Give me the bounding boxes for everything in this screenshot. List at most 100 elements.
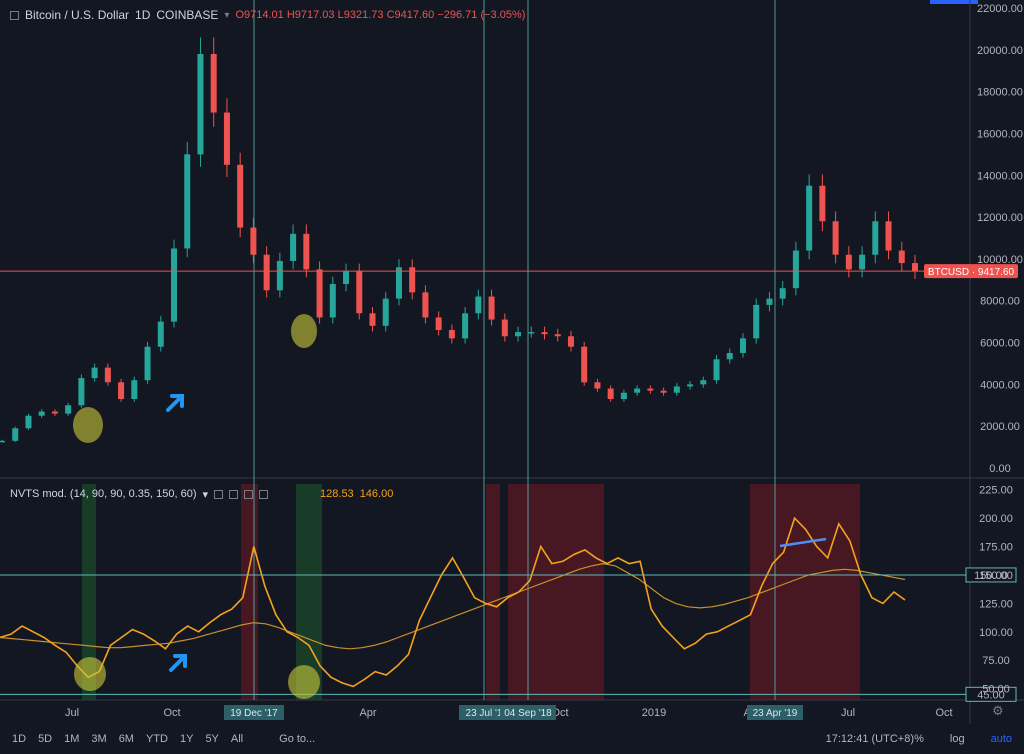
price-tick-label: 2000.00 xyxy=(980,421,1020,433)
highlight-circle xyxy=(73,407,103,443)
nvts-reference-levels: 150.00 45.00 xyxy=(0,567,1017,702)
candle-body xyxy=(620,392,627,399)
candle-body xyxy=(65,405,72,414)
log-toggle[interactable]: log xyxy=(949,733,965,745)
range-6m[interactable]: 6M xyxy=(118,733,134,745)
percent-toggle[interactable]: % xyxy=(914,733,924,745)
range-all[interactable]: All xyxy=(230,733,244,745)
range-1m[interactable]: 1M xyxy=(64,733,80,745)
candle-body xyxy=(250,227,257,255)
candle-body xyxy=(567,336,574,347)
candle-body xyxy=(872,221,879,255)
open-value: O9714.01 xyxy=(235,9,284,21)
more-icon[interactable] xyxy=(259,489,269,499)
indicator-tick-label: 200.00 xyxy=(979,513,1013,525)
gear-icon[interactable]: ⚙ xyxy=(992,703,1004,718)
range-1y[interactable]: 1Y xyxy=(179,733,194,745)
candle-body xyxy=(859,254,866,270)
last-price-line: BTCUSD · 9417.60 xyxy=(0,264,1018,279)
time-tick-label: 2019 xyxy=(642,707,666,719)
auto-toggle[interactable]: auto xyxy=(990,733,1012,745)
indicator-axis[interactable]: 50.00 75.00 100.00 125.00 150.00 175.00 200.00… xyxy=(979,485,1013,696)
range-ytd[interactable]: YTD xyxy=(145,733,168,745)
clock[interactable]: 17:12:41 (UTC+8) xyxy=(825,733,914,745)
candle-body xyxy=(131,380,138,399)
visibility-icon[interactable] xyxy=(214,489,224,499)
price-tick-label: 0.00 xyxy=(989,463,1010,475)
time-tick-label: Jul xyxy=(65,707,79,719)
candle-body xyxy=(197,54,204,155)
candle-body xyxy=(912,263,918,272)
date-badge[interactable] xyxy=(500,705,556,720)
exchange[interactable]: COINBASE xyxy=(156,8,219,22)
level-150-label: 150.00 xyxy=(974,570,1008,582)
candle-body xyxy=(898,250,905,264)
date-badge[interactable] xyxy=(747,705,803,720)
candle-body xyxy=(753,304,760,339)
candle-body xyxy=(713,359,720,381)
date-badge[interactable] xyxy=(459,705,509,720)
settings-icon[interactable] xyxy=(229,489,239,499)
arrow-icon xyxy=(169,654,187,672)
chevron-down-icon[interactable]: ▾ xyxy=(224,9,230,21)
price-tick-label: 20000.00 xyxy=(977,45,1023,57)
last-price-badge[interactable] xyxy=(924,264,1018,279)
candle-body xyxy=(488,296,495,320)
candle-body xyxy=(726,353,733,360)
arrow-icon xyxy=(166,394,184,412)
indicator-tick-label: 225.00 xyxy=(979,485,1013,497)
indicator-tick-label: 75.00 xyxy=(982,655,1010,667)
indicator-header: NVTS mod. (14, 90, 90, 0.35, 150, 60) ▾ … xyxy=(10,486,393,502)
indicator-tick-label: 150.00 xyxy=(979,570,1013,582)
bottom-toolbar: 1D 5D 1M 3M 6M YTD 1Y 5Y All Go to... 17… xyxy=(0,724,1024,754)
candle-body xyxy=(501,319,508,337)
candle-body xyxy=(104,367,111,383)
candle-body xyxy=(806,185,813,251)
nvts-lines xyxy=(0,516,906,688)
candle-body xyxy=(845,254,852,270)
top-accent-bar xyxy=(930,0,978,4)
candle-body xyxy=(210,54,217,113)
indicator-tick-label: 125.00 xyxy=(979,598,1013,610)
date-badge[interactable] xyxy=(224,705,284,720)
chevron-down-icon[interactable]: ▾ xyxy=(202,488,209,501)
highlight-band xyxy=(750,484,860,700)
annotations xyxy=(73,314,827,699)
candle-body xyxy=(51,411,58,414)
range-3m[interactable]: 3M xyxy=(91,733,107,745)
candle-body xyxy=(475,296,482,314)
level-150-badge[interactable] xyxy=(965,567,1017,583)
range-5y[interactable]: 5Y xyxy=(205,733,219,745)
candle-body xyxy=(435,317,442,330)
candle-body xyxy=(343,271,350,284)
candle-body xyxy=(237,164,244,228)
level-45-badge[interactable] xyxy=(965,686,1017,702)
indicator-tick-label: 175.00 xyxy=(979,542,1013,554)
date-label: 23 Apr '19 xyxy=(753,708,798,719)
indicator-highlight-bands xyxy=(82,484,860,700)
time-tick-label: Jul xyxy=(841,707,855,719)
goto-button[interactable]: Go to... xyxy=(279,733,316,745)
candle-body xyxy=(700,380,707,385)
candle-body xyxy=(581,346,588,383)
candle-body xyxy=(144,346,151,381)
candle-body xyxy=(607,388,614,399)
collapse-icon[interactable] xyxy=(10,10,19,20)
highlight-band xyxy=(296,484,322,700)
candle-body xyxy=(78,378,85,406)
range-5d[interactable]: 5D xyxy=(38,733,53,745)
nvts-moving-average xyxy=(0,562,906,650)
candle-body xyxy=(766,298,773,305)
symbol-name[interactable]: Bitcoin / U.S. Dollar xyxy=(25,8,130,22)
indicator-name[interactable]: NVTS mod. (14, 90, 90, 0.35, 150, 60) xyxy=(10,488,197,500)
interval[interactable]: 1D xyxy=(135,8,151,22)
candle-body xyxy=(687,384,694,387)
price-axis[interactable]: 0.00 2000.00 4000.00 6000.00 8000.00 10000.00… xyxy=(977,3,1023,475)
price-tick-label: 8000.00 xyxy=(980,296,1020,308)
close-icon[interactable] xyxy=(244,489,254,499)
candle-body xyxy=(91,367,98,379)
range-1d[interactable]: 1D xyxy=(12,733,27,745)
high-value: H9717.03 xyxy=(286,9,335,21)
